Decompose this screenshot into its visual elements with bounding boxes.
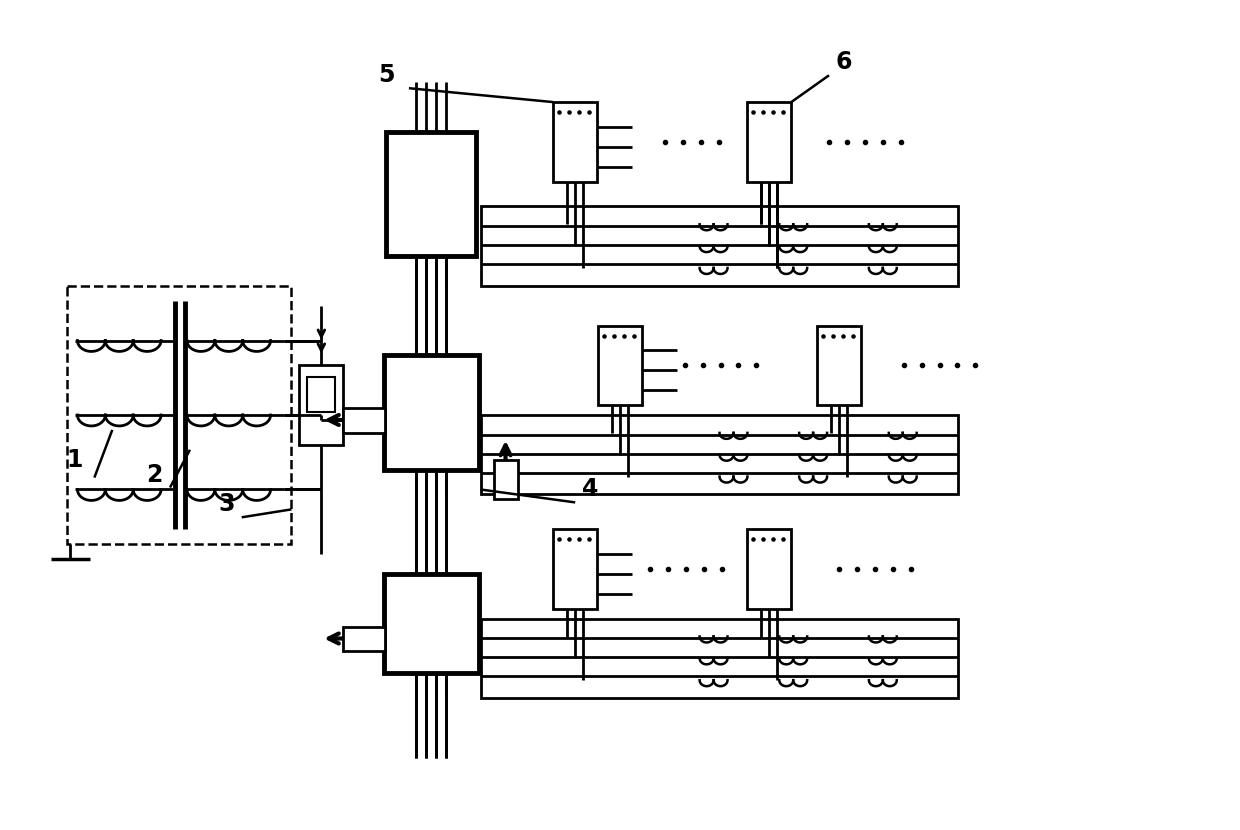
Text: 4: 4 bbox=[582, 477, 599, 501]
Text: 1: 1 bbox=[66, 447, 83, 471]
Bar bbox=[748, 530, 791, 608]
Text: 2: 2 bbox=[146, 462, 162, 486]
Bar bbox=[481, 415, 959, 495]
Bar bbox=[481, 618, 959, 698]
Bar bbox=[67, 286, 291, 544]
Bar bbox=[494, 460, 518, 500]
Bar bbox=[481, 207, 959, 286]
Bar bbox=[343, 627, 386, 652]
Bar bbox=[299, 365, 343, 445]
Text: 3: 3 bbox=[218, 492, 236, 516]
Text: 6: 6 bbox=[836, 51, 852, 75]
Bar bbox=[748, 102, 791, 182]
Text: 5: 5 bbox=[378, 63, 394, 87]
Bar bbox=[817, 325, 861, 405]
Bar bbox=[384, 574, 479, 673]
Bar bbox=[553, 102, 598, 182]
Bar bbox=[553, 530, 598, 608]
Bar bbox=[598, 325, 642, 405]
Bar bbox=[386, 132, 476, 256]
Bar bbox=[384, 355, 479, 470]
Bar bbox=[308, 378, 335, 412]
Bar bbox=[343, 408, 386, 433]
